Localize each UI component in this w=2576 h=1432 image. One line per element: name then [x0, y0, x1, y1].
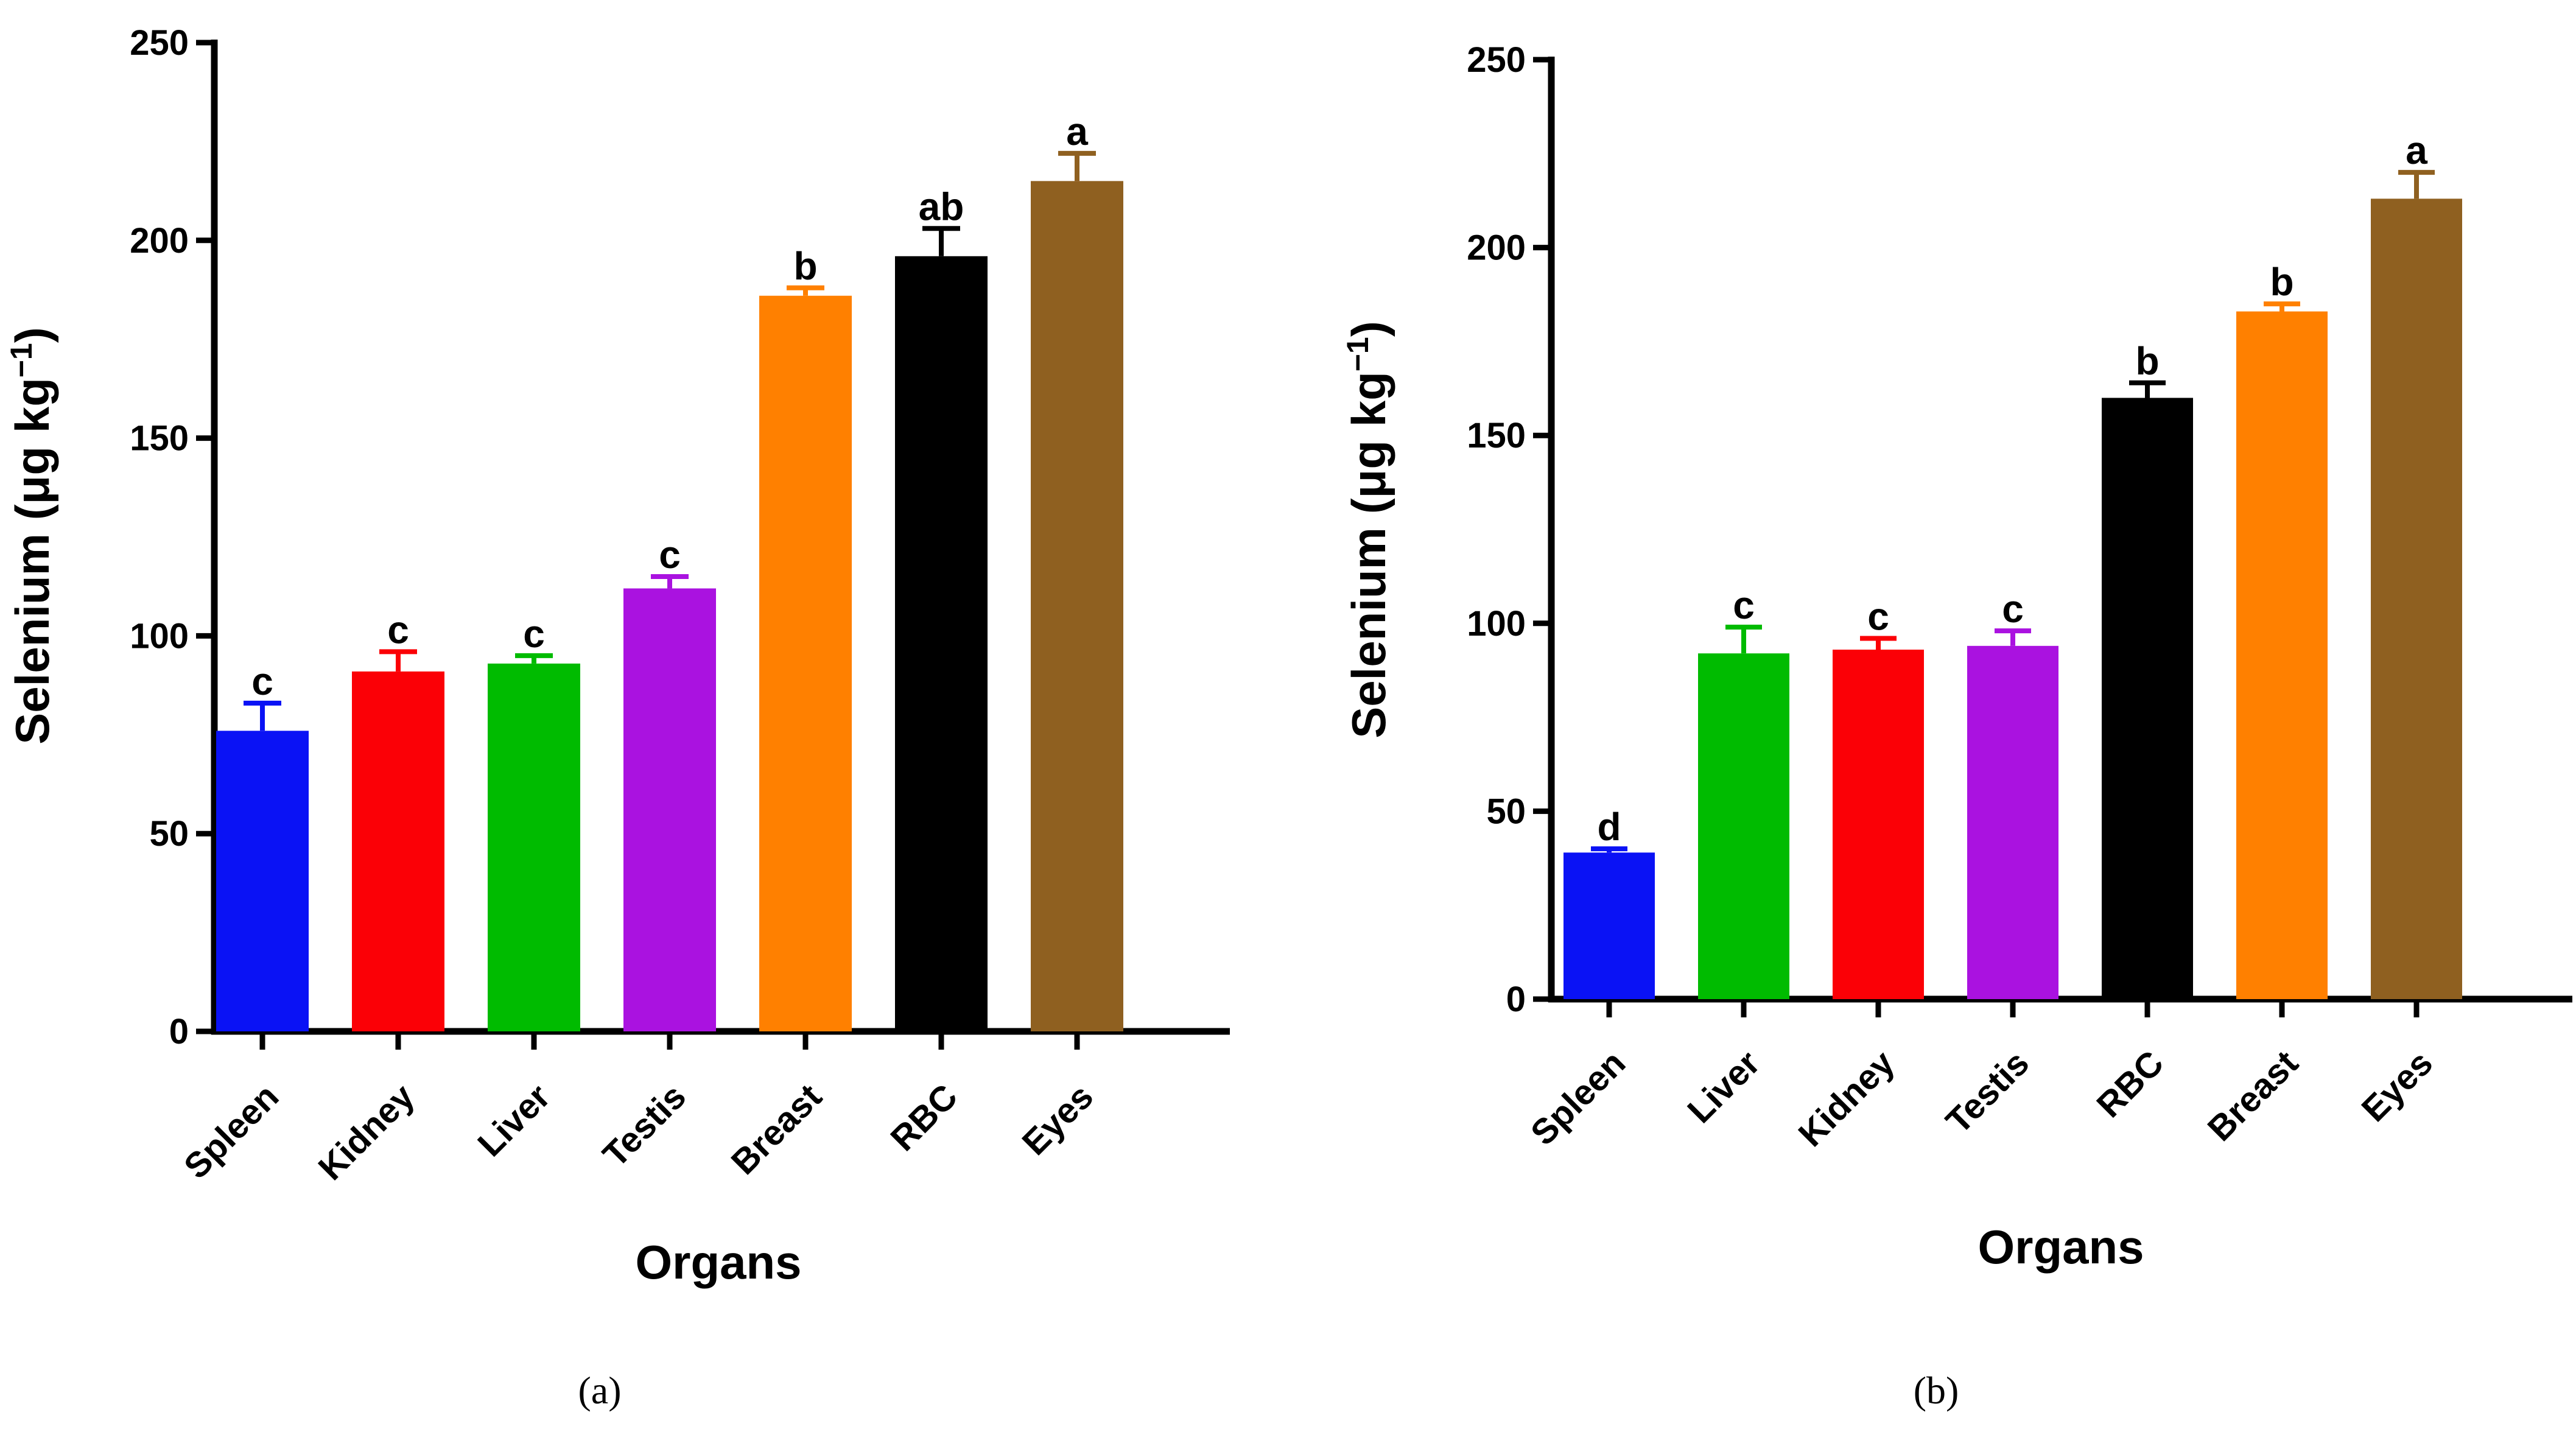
bar [1967, 645, 2058, 999]
y-tick-label: 100 [130, 616, 189, 656]
significance-label: a [1066, 110, 1088, 153]
significance-label: d [1597, 805, 1621, 849]
bar [1031, 181, 1123, 1031]
significance-label: c [1733, 583, 1755, 627]
y-tick-label: 150 [1467, 416, 1526, 455]
significance-label: c [1867, 594, 1889, 638]
x-tick-label: Spleen [177, 1076, 286, 1186]
x-tick-label: Eyes [1014, 1076, 1101, 1163]
y-tick-label: 150 [130, 419, 189, 458]
y-tick-label: 200 [1467, 228, 1526, 268]
significance-label: b [2135, 339, 2159, 383]
y-axis-title-main: Selenium (μg kg [1342, 371, 1395, 738]
bar [488, 663, 580, 1031]
bar [2236, 311, 2328, 1000]
significance-label: c [659, 533, 681, 577]
bar [352, 671, 444, 1031]
x-tick-label: Testis [1939, 1043, 2037, 1141]
significance-label: b [2270, 260, 2293, 304]
y-axis-title-superscript: −1 [4, 343, 38, 377]
y-tick-label: 200 [130, 221, 189, 261]
x-tick-label: Eyes [2354, 1043, 2440, 1129]
x-tick-label: RBC [883, 1076, 965, 1159]
significance-label: a [2406, 128, 2427, 172]
y-tick-label: 0 [1506, 980, 1526, 1019]
y-tick-label: 250 [1467, 40, 1526, 80]
y-axis-title: Selenium (μg kg−1) [4, 327, 59, 744]
x-tick-label: Spleen [1523, 1043, 1633, 1153]
bar [759, 295, 852, 1031]
x-tick-label: RBC [2089, 1043, 2171, 1125]
bar [2102, 398, 2193, 999]
bar [1563, 852, 1655, 999]
significance-label: b [793, 244, 817, 288]
y-axis-title-close: ) [5, 327, 59, 343]
y-axis-title: Selenium (μg kg−1) [1341, 321, 1395, 738]
bar [1698, 653, 1789, 999]
x-axis-title: Organs [635, 1235, 801, 1289]
y-tick-label: 50 [149, 814, 189, 854]
chart-panel-a: 0 50 100 150 200 250 c Spleen c Kidney c Liver c Test… [4, 23, 1230, 1412]
chart-panel-b: 0 50 100 150 200 250 d Spleen c Liver c Kidney c Test… [1341, 40, 2572, 1412]
significance-label: c [251, 659, 273, 703]
bar [623, 588, 716, 1031]
y-tick-label: 100 [1467, 604, 1526, 644]
significance-label: c [387, 608, 409, 651]
bar [1833, 650, 1924, 999]
bar [895, 256, 988, 1032]
x-tick-label: Testis [595, 1076, 693, 1174]
panel-caption: (a) [578, 1369, 621, 1412]
y-axis-title-superscript: −1 [1341, 337, 1375, 371]
y-axis-title-main: Selenium (μg kg [5, 377, 59, 744]
x-axis-title: Organs [1978, 1220, 2144, 1274]
y-tick-label: 250 [130, 23, 189, 63]
x-tick-label: Breast [724, 1076, 830, 1182]
panel-caption: (b) [1914, 1369, 1959, 1412]
x-tick-label: Breast [2200, 1043, 2306, 1149]
x-tick-label: Kidney [311, 1076, 422, 1188]
significance-label: c [523, 612, 545, 656]
y-tick-label: 0 [169, 1012, 189, 1051]
significance-label: c [2002, 587, 2024, 631]
significance-label: ab [919, 184, 964, 228]
bar [2371, 198, 2462, 999]
x-tick-label: Liver [1680, 1043, 1767, 1131]
y-tick-label: 50 [1486, 791, 1526, 831]
bar [216, 731, 309, 1031]
x-tick-label: Liver [470, 1076, 558, 1164]
x-tick-label: Kidney [1791, 1043, 1902, 1154]
y-axis-title-close: ) [1342, 321, 1395, 337]
